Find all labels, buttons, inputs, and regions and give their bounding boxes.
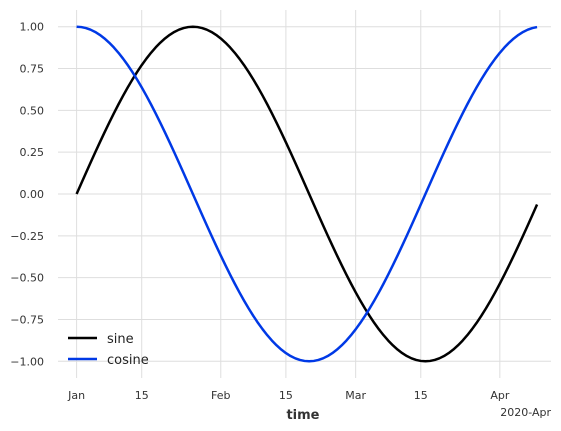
x-tick-label: 15 [414,389,428,402]
y-tick-label: 0.75 [20,63,45,76]
y-tick-label: −0.25 [10,230,44,243]
legend: sine cosine [68,332,149,368]
x-tick-label: Jan [67,389,85,402]
series-line-cosine [76,25,538,363]
x-tick-label: 15 [135,389,149,402]
legend-label-sine: sine [107,332,134,347]
series-lines [75,25,539,363]
legend-label-cosine: cosine [107,353,149,368]
x-tick-label: 15 [279,389,293,402]
y-tick-label: −0.75 [10,313,44,326]
y-tick-label: −0.50 [10,272,44,285]
grid [58,10,551,378]
y-tick-label: 0.25 [20,146,45,159]
y-tick-label: −1.00 [10,355,44,368]
x-tick-label: Apr [490,389,510,402]
y-tick-label: 1.00 [20,21,45,34]
x-axis-title: time [286,408,319,423]
series-line-sine [75,25,539,363]
x-offset-label: 2020-Apr [500,406,551,419]
y-tick-label: 0.50 [20,104,45,117]
x-axis: Jan 15 Feb 15 Mar 15 Apr [67,389,510,402]
x-tick-label: Feb [211,389,230,402]
y-axis: 1.00 0.75 0.50 0.25 0.00 −0.25 −0.50 −0.75 −1.00 [10,21,44,369]
x-tick-label: Mar [345,389,366,402]
y-tick-label: 0.00 [20,188,45,201]
